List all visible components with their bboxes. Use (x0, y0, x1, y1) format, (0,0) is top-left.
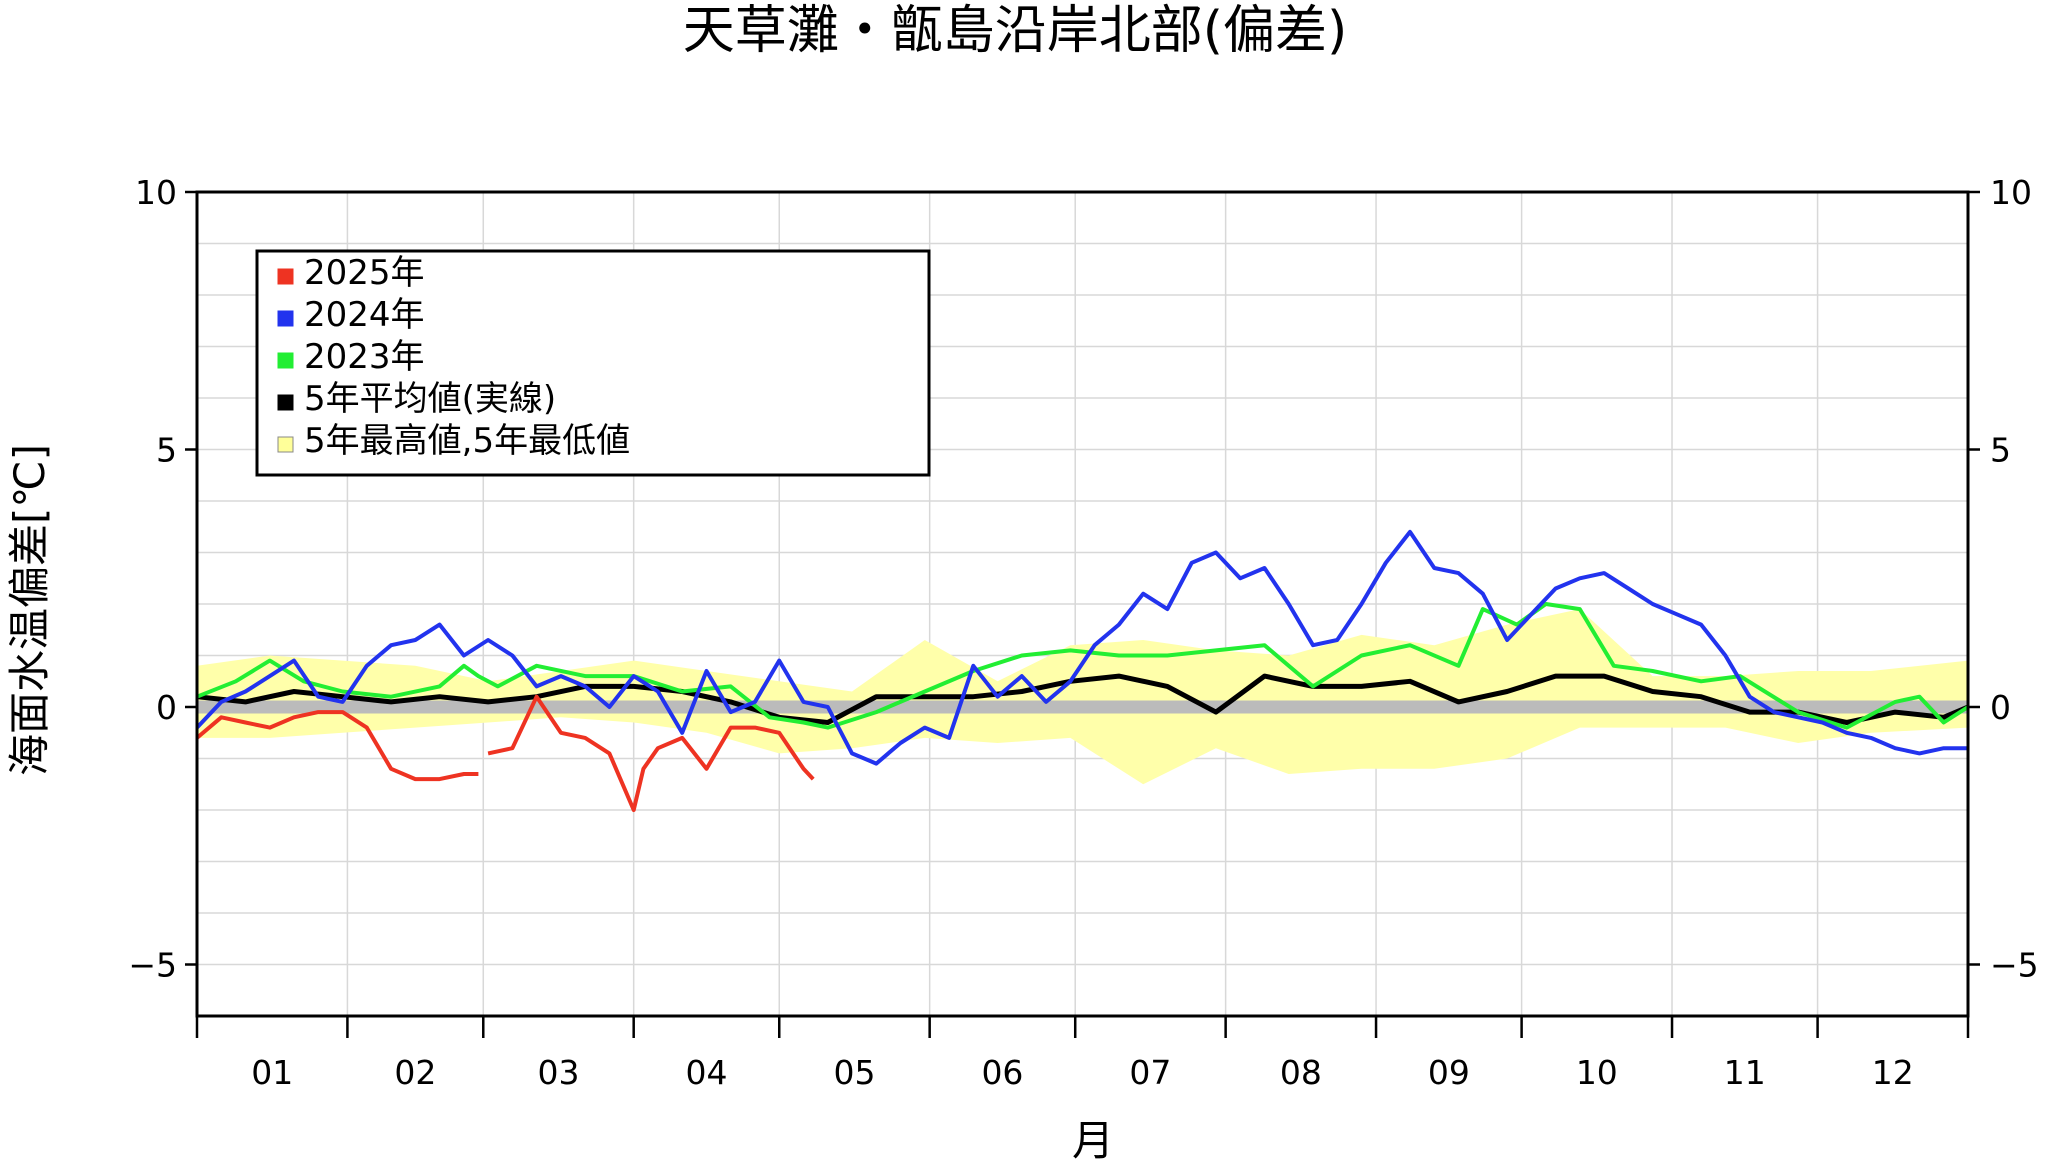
x-tick-label: 03 (537, 1053, 579, 1092)
legend-swatch (277, 268, 294, 285)
legend-box (255, 249, 931, 477)
five-year-range-band (197, 609, 1968, 785)
y-tick-label-left: 5 (156, 431, 177, 470)
chart-title: 天草灘・甑島沿岸北部(偏差) (683, 1, 1348, 61)
x-tick-label: 11 (1724, 1053, 1766, 1092)
legend-entry-label: 2024年 (304, 295, 425, 335)
x-tick-label: 08 (1280, 1053, 1322, 1092)
x-axis-ticks: 01 02 03 04 05 06 07 08 09 10 11 12 (195, 1016, 1970, 1092)
x-tick-label: 09 (1428, 1053, 1470, 1092)
range-band-area (197, 609, 1968, 785)
legend-entry-label: 2023年 (304, 337, 425, 377)
x-tick-label: 04 (685, 1053, 727, 1092)
x-axis-label: 月 (1072, 1116, 1114, 1165)
x-tick-label: 07 (1129, 1053, 1171, 1092)
y-tick-label-left: 10 (135, 173, 177, 212)
y-tick-label-right: 0 (1990, 688, 2011, 727)
plot-frame (195, 190, 1970, 1018)
y-tick-label-left: 0 (156, 688, 177, 727)
y-axis-ticks: 10 10 5 5 0 0 −5 −5 (128, 173, 2038, 985)
series-line (196, 673, 1969, 725)
y-tick-label-left: −5 (128, 946, 177, 985)
x-tick-label: 05 (833, 1053, 875, 1092)
legend-entry-label: 5年平均値(実線) (304, 379, 556, 419)
x-tick-label: 06 (981, 1053, 1023, 1092)
x-tick-label: 01 (251, 1053, 293, 1092)
y-tick-label-right: 10 (1990, 173, 2032, 212)
series-line (195, 529, 1968, 766)
x-tick-label: 02 (394, 1053, 436, 1092)
legend-swatch (277, 352, 294, 369)
series-line (196, 602, 1970, 730)
y-tick-label-right: −5 (1990, 946, 2039, 985)
legend-entry-label: 5年最高値,5年最低値 (304, 421, 630, 461)
series-line (195, 710, 479, 782)
series-line (487, 694, 815, 812)
x-tick-label: 10 (1576, 1053, 1618, 1092)
legend-entry-label: 2025年 (304, 253, 425, 293)
y-axis-label: 海面水温偏差[℃] (5, 444, 54, 776)
legend-swatch (277, 436, 294, 453)
y-tick-label-right: 5 (1990, 431, 2011, 470)
series-lines (195, 529, 1970, 812)
legend-swatch (277, 310, 294, 327)
legend-swatch (277, 394, 294, 411)
x-tick-label: 12 (1872, 1053, 1914, 1092)
